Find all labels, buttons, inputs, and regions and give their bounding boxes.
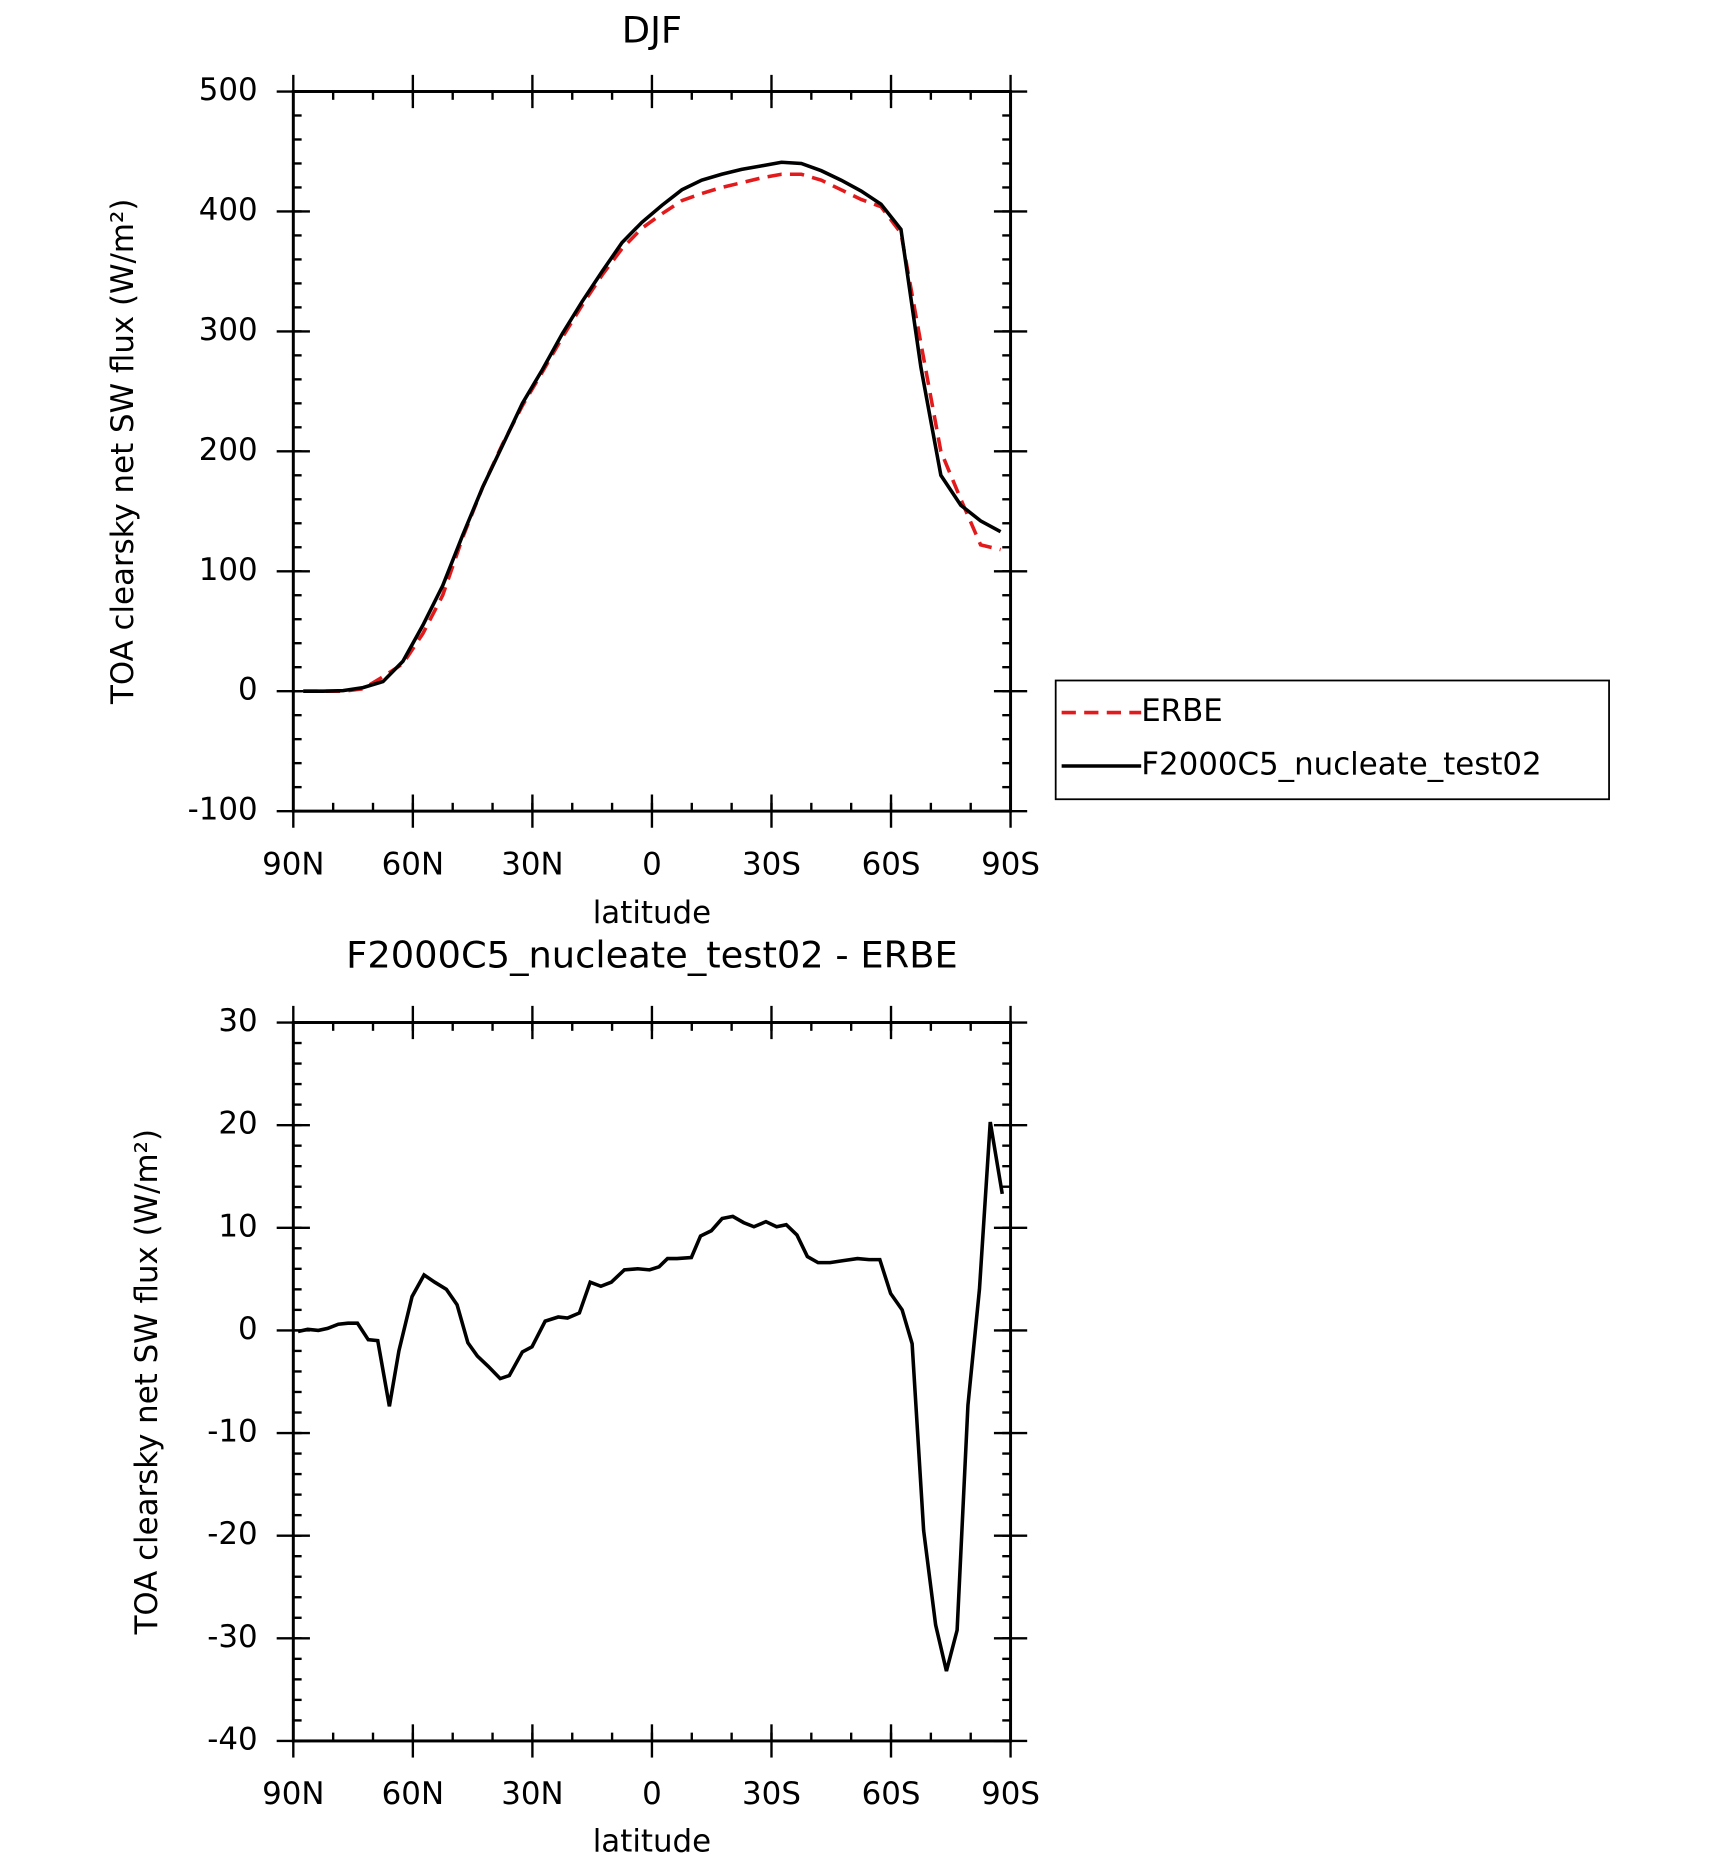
y-tick-label: 20	[218, 1106, 257, 1142]
legend-box	[1054, 679, 1610, 801]
x-tick-label: 60S	[862, 1776, 921, 1812]
legend-label: ERBE	[1141, 693, 1223, 729]
y-axis-label: TOA clearsky net SW flux (W/m²)	[129, 1129, 165, 1635]
x-tick-label: 30N	[501, 1776, 563, 1812]
y-tick-label: 0	[238, 1311, 258, 1347]
y-tick-label: 400	[199, 192, 258, 228]
plot-frame	[291, 90, 1013, 813]
x-tick-label: 60N	[382, 846, 444, 882]
y-tick-label: -30	[207, 1619, 257, 1655]
y-axis-label: TOA clearsky net SW flux (W/m²)	[105, 199, 141, 705]
x-tick-label: 0	[642, 846, 662, 882]
data-line	[297, 1121, 1005, 1672]
x-axis-label: latitude	[593, 1824, 711, 1855]
x-tick-label: 90S	[981, 1776, 1040, 1812]
x-tick-label: 30S	[742, 846, 801, 882]
data-line	[303, 172, 1002, 693]
x-tick-label: 90N	[262, 846, 324, 882]
x-tick-label: 60N	[382, 1776, 444, 1812]
y-tick-label: 300	[199, 312, 258, 348]
y-tick-label: 0	[238, 672, 258, 708]
x-tick-label: 0	[642, 1776, 662, 1812]
legend-label: F2000C5_nucleate_test02	[1141, 747, 1542, 783]
y-tick-label: 30	[218, 1003, 257, 1039]
y-tick-label: -100	[188, 792, 258, 828]
x-tick-label: 30S	[742, 1776, 801, 1812]
chart-title: DJF	[622, 9, 682, 52]
chart-title: F2000C5_nucleate_test02 - ERBE	[346, 934, 958, 977]
x-tick-label: 30N	[501, 846, 563, 882]
data-line	[303, 160, 1002, 693]
plot-frame	[291, 1021, 1013, 1743]
x-tick-label: 90N	[262, 1776, 324, 1812]
y-tick-label: -40	[207, 1721, 257, 1757]
x-tick-label: 90S	[981, 846, 1040, 882]
y-tick-label: 500	[199, 72, 258, 108]
y-tick-label: -20	[207, 1516, 257, 1552]
y-tick-label: 200	[199, 432, 258, 468]
x-tick-label: 60S	[862, 846, 921, 882]
x-axis-label: latitude	[593, 895, 711, 931]
y-tick-label: 10	[218, 1208, 257, 1244]
y-tick-label: 100	[199, 552, 258, 588]
y-tick-label: -10	[207, 1414, 257, 1450]
